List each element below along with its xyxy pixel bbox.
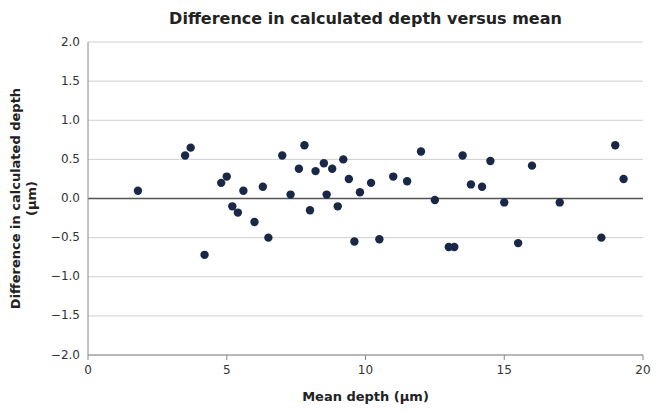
x-tick [643,355,644,360]
point [345,175,353,183]
point [217,179,225,187]
point [356,188,364,196]
point [322,190,330,198]
point [350,237,358,245]
point [239,186,247,194]
y-tick-label: 2.0 [61,35,80,49]
point [458,151,466,159]
point [300,141,308,149]
point [514,239,522,247]
x-tick [365,355,366,360]
point [320,159,328,167]
grid-line [88,237,643,238]
point [234,208,242,216]
point [200,251,208,259]
y-label-line: (μm) [24,181,39,216]
y-label-line: Difference in calculated depth [8,88,23,309]
y-tick-label: −0.5 [51,230,80,244]
x-tick [88,355,89,360]
point [334,202,342,210]
x-tick-label: 15 [497,363,512,377]
point [528,161,536,169]
point [375,235,383,243]
point [417,147,425,155]
point [306,206,314,214]
point [250,218,258,226]
point [186,143,194,151]
chart: −2.0 −1.5 −1.0 −0.5 0.0 0.5 1.0 1.5 2.0 0 5 10 15 20 D… [0,0,667,413]
point [134,186,142,194]
point [478,183,486,191]
point [339,155,347,163]
y-tick-label: 1.0 [61,113,80,127]
x-tick-label: 10 [358,363,373,377]
point [223,172,231,180]
point [597,233,605,241]
point [389,172,397,180]
point [286,190,294,198]
point [450,243,458,251]
point [264,233,272,241]
background [0,0,667,413]
y-tick-label: 0.0 [61,191,80,205]
grid-line [88,276,643,277]
point [295,165,303,173]
point [367,179,375,187]
point [556,198,564,206]
x-label: Mean depth (μm) [302,389,429,404]
y-tick-label: 0.5 [61,152,80,166]
point [403,177,411,185]
y-tick-label: 1.5 [61,74,80,88]
grid-line [88,159,643,160]
title: Difference in calculated depth versus me… [169,9,562,28]
x-tick-label: 0 [84,363,92,377]
y-axis-line [88,42,89,355]
point [619,175,627,183]
point [181,151,189,159]
point [467,180,475,188]
point [328,165,336,173]
point [611,141,619,149]
grid-line [88,120,643,121]
grid-line [88,42,643,43]
y-tick-label: −1.5 [51,308,80,322]
point [486,157,494,165]
point [500,198,508,206]
y-label: Difference in calculated depth(μm) [8,88,39,309]
point [431,196,439,204]
x-tick-label: 5 [223,363,231,377]
point [311,167,319,175]
grid-line [88,315,643,316]
x-tick [504,355,505,360]
points [134,141,628,259]
point [259,183,267,191]
x-tick [226,355,227,360]
grid-line [88,81,643,82]
y-grid [88,42,643,355]
point [278,151,286,159]
y-tick-label: −1.0 [51,269,80,283]
y-tick-label: −2.0 [51,348,80,362]
point [228,202,236,210]
x-tick-label: 20 [635,363,650,377]
